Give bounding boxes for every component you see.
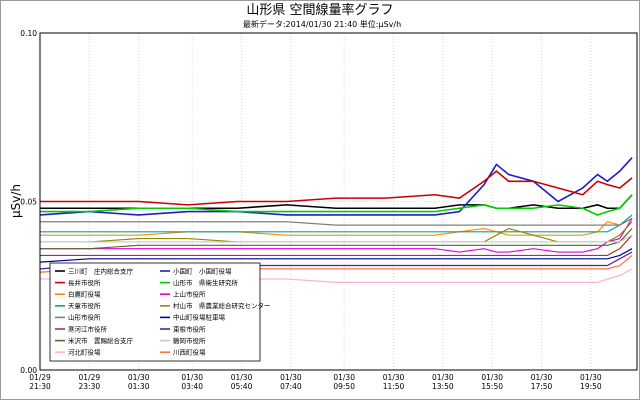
legend-entry: 小国町 小国町役場	[173, 266, 232, 275]
series-line-2	[39, 157, 633, 216]
series-line-9	[40, 217, 633, 226]
legend-entry: 白鷹町役場	[68, 290, 101, 299]
series-line-4	[40, 194, 633, 216]
x-tick-time: 03:40	[181, 382, 203, 391]
x-tick-time: 09:50	[333, 382, 355, 391]
series-layer	[39, 157, 633, 283]
x-tick-date: 01/30	[333, 373, 355, 382]
x-tick-date: 01/30	[432, 373, 454, 382]
x-tick-time: 05:40	[231, 382, 253, 391]
x-tick-time: 13:50	[432, 382, 454, 391]
x-tick-time: 01:30	[128, 382, 150, 391]
series-line-11	[40, 234, 633, 257]
legend-box	[49, 262, 261, 362]
legend-entry: 長井市役所	[68, 278, 101, 287]
y-tick-label: 0.05	[20, 198, 37, 207]
y-tick-label: 0.10	[20, 29, 37, 38]
x-tick-time: 15:50	[481, 382, 503, 391]
tick-layer: 01/2921:3001/2923:3001/3001:3001/3003:40…	[20, 29, 602, 391]
x-tick-time: 07:40	[280, 382, 302, 391]
plot-border	[39, 32, 638, 371]
x-tick-date: 01/30	[580, 373, 602, 382]
legend-entry: 河北町役場	[68, 348, 101, 357]
series-line-5	[40, 217, 633, 236]
legend-entry: 山形市役所	[68, 313, 101, 322]
x-tick-date: 01/30	[181, 373, 203, 382]
x-tick-date: 01/30	[481, 373, 503, 382]
x-tick-date: 01/30	[280, 373, 302, 382]
legend-entry: 東根市役所	[173, 324, 206, 333]
legend-entry: 鶴岡市役所	[173, 336, 206, 345]
chart-subtitle: 最新データ:2014/01/30 21:40 単位:μSv/h	[243, 19, 401, 29]
chart-title: 山形県 空間線量率グラフ	[246, 2, 393, 18]
legend-entry: 川西町役場	[173, 348, 206, 357]
x-tick-time: 17:50	[531, 382, 553, 391]
y-axis-label: μSv/h	[9, 184, 23, 218]
legend-entry: 中山町役場駐車場	[173, 313, 226, 322]
x-tick-date: 01/30	[531, 373, 553, 382]
legend-entry: 上山市役所	[173, 290, 206, 299]
legend-entry: 米沢市 置賜総合支庁	[68, 336, 134, 345]
x-tick-date: 01/30	[231, 373, 253, 382]
legend-entry: 山形市 県衛生研究所	[173, 278, 239, 287]
x-tick-date: 01/30	[128, 373, 150, 382]
x-tick-time: 21:30	[29, 382, 51, 391]
x-tick-date: 01/30	[383, 373, 405, 382]
x-tick-time: 23:30	[79, 382, 101, 391]
legend-entry: 寒河江市役所	[68, 324, 108, 333]
x-tick-date: 01/29	[79, 373, 101, 382]
series-line-7	[40, 214, 633, 233]
legend-entry: 三川町 庄内総合支庁	[68, 266, 134, 275]
series-line-10	[39, 248, 633, 263]
y-tick-label: 0.00	[20, 366, 37, 375]
x-tick-date: 01/29	[29, 373, 51, 382]
series-line-13	[40, 228, 633, 250]
series-line-3	[40, 170, 633, 206]
x-tick-time: 11:50	[383, 382, 405, 391]
series-line-14	[40, 234, 633, 243]
legend-entry: 村山市 県農業総合研究センター	[173, 301, 271, 310]
series-line-6	[40, 218, 633, 253]
x-tick-time: 19:50	[580, 382, 602, 391]
legend-entry: 天童市役所	[68, 301, 101, 310]
